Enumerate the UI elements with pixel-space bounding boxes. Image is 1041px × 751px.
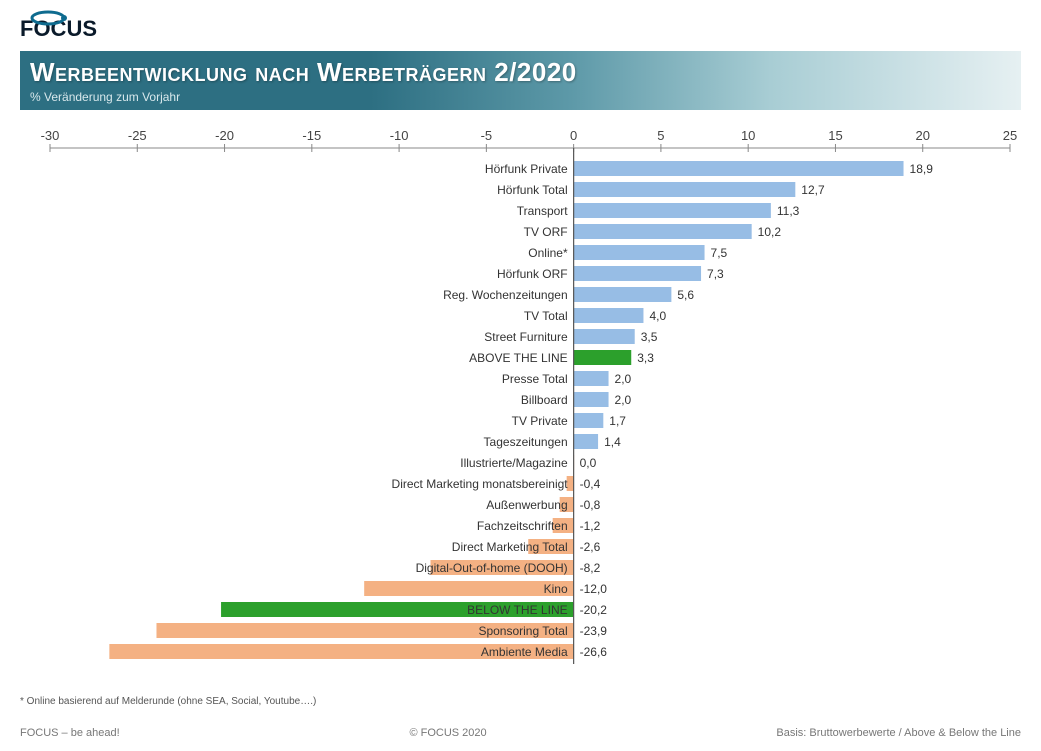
bar: [574, 245, 705, 260]
bar: [574, 287, 672, 302]
footer-right: Basis: Bruttowerbewerte / Above & Below …: [776, 727, 1021, 739]
category-label: Fachzeitschriften: [477, 519, 568, 533]
category-label: TV Total: [524, 309, 568, 323]
category-label: Direct Marketing monatsbereinigt: [392, 477, 569, 491]
category-label: Transport: [517, 204, 569, 218]
bar: [574, 224, 752, 239]
bar: [567, 476, 574, 491]
x-tick-label: 15: [828, 130, 842, 143]
bar: [574, 308, 644, 323]
value-label: -26,6: [580, 645, 608, 659]
value-label: -0,8: [580, 498, 601, 512]
value-label: -20,2: [580, 603, 608, 617]
logo: FOCUS: [20, 10, 1021, 47]
x-tick-label: -25: [128, 130, 147, 143]
bar: [574, 434, 598, 449]
bar: [574, 182, 796, 197]
category-label: Hörfunk Private: [485, 162, 568, 176]
value-label: 2,0: [615, 393, 632, 407]
chart-subtitle: % Veränderung zum Vorjahr: [30, 90, 1011, 104]
value-label: 18,9: [910, 162, 934, 176]
value-label: -1,2: [580, 519, 601, 533]
bar: [574, 266, 701, 281]
x-tick-label: 10: [741, 130, 755, 143]
value-label: -2,6: [580, 540, 601, 554]
category-label: Street Furniture: [484, 330, 568, 344]
value-label: 0,0: [580, 456, 597, 470]
footer-left: FOCUS – be ahead!: [20, 727, 120, 739]
value-label: -23,9: [580, 624, 608, 638]
category-label: ABOVE THE LINE: [469, 351, 567, 365]
category-label: Presse Total: [502, 372, 568, 386]
category-label: TV ORF: [524, 225, 568, 239]
page: FOCUS Werbeentwicklung nach Werbeträgern…: [0, 0, 1041, 751]
footnote: * Online basierend auf Melderunde (ohne …: [20, 696, 1021, 707]
x-tick-label: 20: [915, 130, 929, 143]
category-label: Sponsoring Total: [478, 624, 567, 638]
bar: [364, 581, 573, 596]
category-label: Kino: [544, 582, 568, 596]
category-label: Ambiente Media: [481, 645, 568, 659]
value-label: -8,2: [580, 561, 601, 575]
category-label: Online*: [528, 246, 568, 260]
bar: [574, 371, 609, 386]
chart-svg: -30 -25 -20 -15 -10 -5 0 5 10 15 20 25 Hörfunk Priva…: [20, 130, 1021, 690]
x-tick-label: 0: [570, 130, 577, 143]
x-tick-label: -30: [41, 130, 60, 143]
value-label: 1,4: [604, 435, 621, 449]
value-label: 3,3: [637, 351, 654, 365]
logo-dot-icon: [61, 15, 67, 21]
value-label: 7,5: [711, 246, 728, 260]
category-label: Hörfunk ORF: [497, 267, 568, 281]
x-tick-label: -10: [390, 130, 409, 143]
category-label: Illustrierte/Magazine: [460, 456, 568, 470]
bar: [574, 329, 635, 344]
x-tick-label: 25: [1003, 130, 1017, 143]
category-label: Hörfunk Total: [497, 183, 567, 197]
bar: [574, 161, 904, 176]
x-tick-label: 5: [657, 130, 664, 143]
category-label: Direct Marketing Total: [452, 540, 568, 554]
x-tick-label: -15: [302, 130, 321, 143]
x-tick-label: -5: [481, 130, 493, 143]
value-label: -12,0: [580, 582, 608, 596]
category-label: TV Private: [512, 414, 568, 428]
title-band: Werbeentwicklung nach Werbeträgern 2/202…: [20, 51, 1021, 110]
value-label: 4,0: [649, 309, 666, 323]
value-label: 10,2: [758, 225, 782, 239]
footer-center: © FOCUS 2020: [409, 727, 486, 739]
bar: [574, 350, 632, 365]
chart-area: -30 -25 -20 -15 -10 -5 0 5 10 15 20 25 Hörfunk Priva…: [20, 130, 1021, 690]
value-label: 5,6: [677, 288, 694, 302]
bar: [574, 203, 771, 218]
category-label: Tageszeitungen: [484, 435, 568, 449]
value-label: 1,7: [609, 414, 626, 428]
footer: FOCUS – be ahead! © FOCUS 2020 Basis: Br…: [20, 727, 1021, 739]
chart-title: Werbeentwicklung nach Werbeträgern 2/202…: [30, 57, 1011, 88]
category-label: Reg. Wochenzeitungen: [443, 288, 568, 302]
category-label: Billboard: [521, 393, 568, 407]
value-label: 2,0: [615, 372, 632, 386]
category-label: Digital-Out-of-home (DOOH): [416, 561, 568, 575]
category-label: BELOW THE LINE: [467, 603, 567, 617]
bar: [574, 392, 609, 407]
category-label: Außenwerbung: [486, 498, 567, 512]
x-tick-label: -20: [215, 130, 234, 143]
bar: [574, 413, 604, 428]
value-label: 3,5: [641, 330, 658, 344]
value-label: 11,3: [777, 204, 800, 218]
value-label: 7,3: [707, 267, 724, 281]
value-label: -0,4: [580, 477, 601, 491]
value-label: 12,7: [801, 183, 825, 197]
